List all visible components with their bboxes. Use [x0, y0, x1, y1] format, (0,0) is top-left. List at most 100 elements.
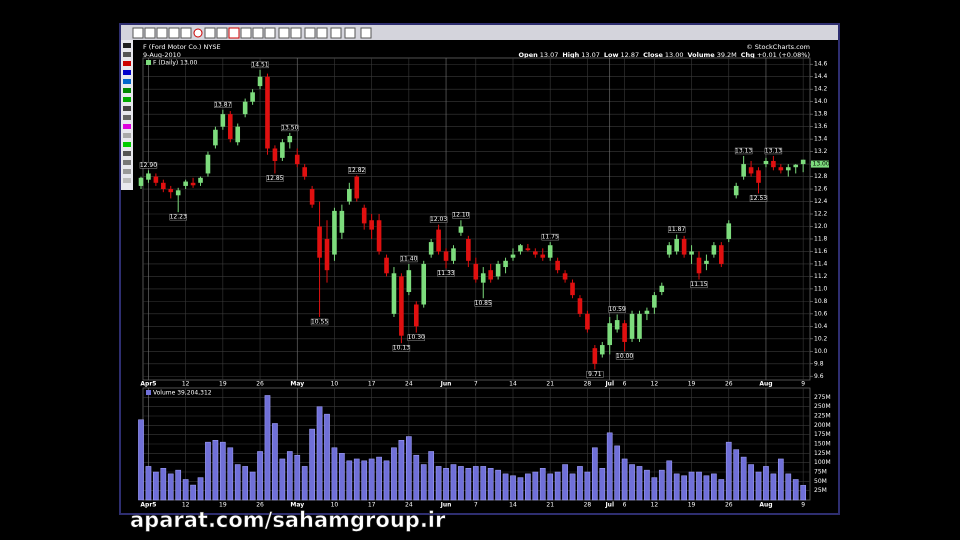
candle-body	[168, 189, 174, 193]
tool-channel[interactable]	[252, 27, 264, 39]
swatch[interactable]	[123, 115, 131, 120]
tool-hline[interactable]	[156, 27, 168, 39]
y-tick-label: 13.2	[814, 148, 828, 155]
tool-pointer[interactable]	[132, 27, 144, 39]
volume-bar	[376, 456, 382, 501]
candle-body	[614, 320, 620, 330]
candle-body	[503, 260, 508, 268]
swatch[interactable]	[123, 70, 131, 75]
swatch[interactable]	[123, 133, 131, 138]
volume-bar	[339, 453, 345, 501]
candle-body	[428, 242, 434, 255]
candle-body	[495, 263, 501, 277]
annotation: 14.51	[251, 61, 268, 68]
tool-vline[interactable]	[168, 27, 180, 39]
annotation-box	[214, 101, 232, 108]
quote-label: Close	[643, 51, 663, 59]
tool-fib[interactable]	[240, 27, 252, 39]
candle-body	[793, 164, 799, 168]
y-tick-label: 14.0	[814, 98, 828, 105]
tool-line[interactable]	[144, 27, 156, 39]
candle-body	[771, 160, 776, 168]
candle-body	[436, 229, 441, 252]
swatch[interactable]	[123, 169, 131, 174]
candle-body	[510, 254, 516, 258]
swatch[interactable]	[123, 142, 131, 147]
tool-grid[interactable]	[290, 27, 302, 39]
candle-body	[399, 276, 404, 336]
candle-body	[547, 245, 553, 258]
annotation: 11.75	[542, 234, 559, 241]
x-tick-label: 9	[801, 381, 805, 388]
volume-bar	[792, 479, 799, 501]
swatch[interactable]	[123, 124, 131, 129]
swatch[interactable]	[123, 52, 131, 57]
candle-body	[220, 114, 226, 127]
annotation: 13.13	[735, 147, 752, 154]
swatch[interactable]	[123, 88, 131, 93]
volume-bar	[428, 451, 435, 501]
volume-bar	[696, 471, 702, 501]
x-tick-label: Jul	[604, 381, 614, 388]
volume-bar	[249, 471, 256, 501]
tool-zoom[interactable]	[278, 27, 290, 39]
quote-label: Chg	[741, 51, 755, 59]
annotation-box	[586, 371, 604, 378]
volume-bar	[145, 466, 152, 501]
swatch[interactable]	[123, 61, 131, 66]
volume-bar	[450, 464, 457, 501]
plot-layer: 9.6 9.8 10.0 10.2 10.4 10.6 10.8 11.0 11.2 11.4 11…	[138, 58, 831, 509]
tool-text[interactable]	[204, 27, 216, 39]
swatch[interactable]	[123, 79, 131, 84]
candle-body	[250, 92, 255, 102]
tool-circle[interactable]	[193, 28, 203, 38]
swatch[interactable]	[123, 151, 131, 156]
tool-delete[interactable]	[330, 27, 342, 39]
y-tick-label: 14.6	[814, 61, 828, 68]
candle-body	[644, 310, 650, 314]
swatch[interactable]	[123, 160, 131, 165]
volume-bar	[227, 447, 234, 501]
annotation: 12.90	[140, 162, 157, 169]
annotation-box	[139, 162, 158, 169]
candle-body	[689, 251, 694, 255]
volume-bar	[257, 451, 263, 501]
candle-body	[339, 210, 345, 233]
volume-bar	[577, 466, 583, 501]
swatch[interactable]	[123, 97, 131, 102]
tool-callout[interactable]	[216, 27, 228, 39]
candle-body	[466, 238, 471, 261]
swatch[interactable]	[123, 178, 131, 183]
annotation: 12.10	[452, 212, 469, 219]
volume-bar	[465, 468, 472, 501]
volume-bar	[272, 423, 278, 501]
tool-arrow[interactable]	[228, 27, 240, 39]
volume-bar	[673, 473, 680, 501]
volume-bar	[644, 469, 650, 501]
y-tick-label: 125M	[814, 450, 831, 457]
quote-value: 13.00	[665, 51, 684, 59]
swatch[interactable]	[123, 106, 131, 111]
swatch[interactable]	[123, 43, 131, 48]
candle-body	[719, 245, 724, 264]
volume-bar	[525, 473, 531, 501]
tool-paste[interactable]	[316, 27, 328, 39]
tool-rect[interactable]	[180, 27, 192, 39]
x-tick-label: 12	[182, 502, 190, 509]
y-tick-label: 25M	[814, 487, 827, 494]
quote: Open 13.07 High 13.07 Low 12.87 Close 13.00 Volu…	[519, 51, 810, 59]
quote-value: 13.07	[581, 51, 600, 59]
tool-clear[interactable]	[360, 27, 372, 39]
candle-body	[748, 167, 754, 174]
annotation: 11.33	[437, 270, 454, 277]
tool-undo[interactable]	[344, 27, 356, 39]
volume-bar	[316, 406, 323, 501]
annotation-box	[437, 270, 455, 277]
last-price-marker	[811, 160, 829, 168]
annotation-box	[734, 147, 753, 155]
tool-gann[interactable]	[264, 27, 276, 39]
volume-bar	[629, 464, 635, 501]
tool-copy[interactable]	[304, 27, 316, 39]
y-tick-label: 100M	[814, 459, 831, 466]
volume-bar	[621, 458, 628, 501]
